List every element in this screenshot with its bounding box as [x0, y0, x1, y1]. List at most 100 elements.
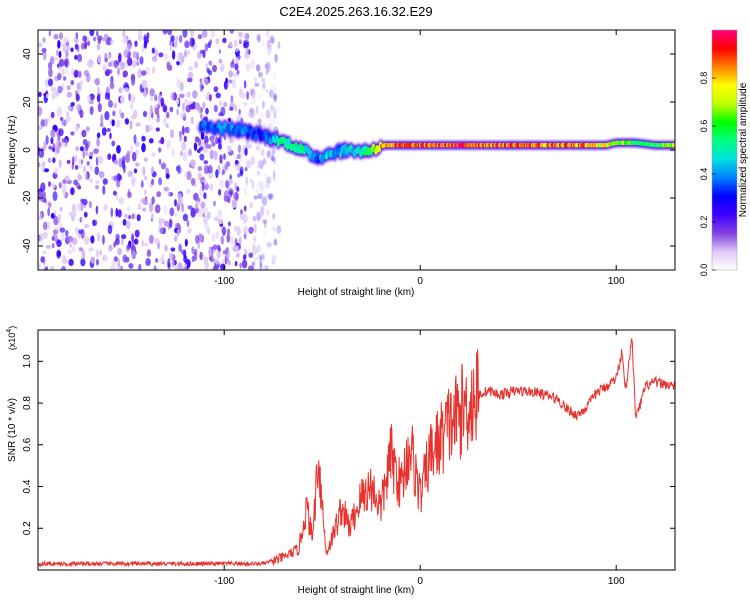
noise-speck — [151, 213, 155, 220]
noise-speck — [264, 63, 269, 70]
noise-speck — [42, 221, 48, 231]
noise-speck — [129, 120, 133, 130]
noise-speck — [145, 66, 150, 75]
noise-speck — [85, 172, 88, 181]
noise-speck — [152, 55, 158, 62]
noise-speck — [129, 103, 134, 110]
noise-speck — [250, 155, 255, 165]
noise-speck — [162, 30, 168, 35]
y-tick-label: 0.6 — [22, 437, 33, 451]
noise-speck — [58, 159, 62, 168]
noise-speck — [83, 165, 86, 173]
noise-speck — [158, 177, 163, 186]
noise-speck — [222, 37, 227, 43]
noise-speck — [71, 237, 78, 245]
noise-speck — [187, 205, 193, 210]
y-tick-label: 0.4 — [22, 479, 33, 493]
noise-speck — [168, 252, 174, 261]
noise-speck — [256, 105, 259, 115]
noise-speck — [151, 196, 155, 205]
noise-speck — [125, 154, 130, 163]
snr-xlabel: Height of straight line (km) — [298, 585, 415, 596]
noise-speck — [42, 191, 46, 199]
noise-speck — [268, 148, 272, 158]
noise-speck — [245, 176, 249, 186]
noise-speck — [227, 117, 232, 123]
noise-speck — [256, 243, 261, 253]
noise-speck — [67, 235, 74, 243]
noise-speck — [167, 190, 171, 197]
noise-speck — [48, 202, 52, 208]
noise-speck — [122, 70, 128, 78]
noise-speck — [256, 211, 261, 222]
noise-speck — [95, 179, 100, 185]
noise-speck — [273, 156, 276, 165]
noise-speck — [95, 205, 99, 215]
noise-speck — [183, 50, 188, 58]
noise-speck — [76, 82, 81, 90]
noise-speck — [72, 246, 76, 253]
noise-speck — [181, 202, 184, 213]
noise-speck — [272, 71, 276, 80]
noise-speck — [192, 38, 196, 46]
noise-speck — [243, 226, 248, 235]
noise-speck — [262, 160, 268, 165]
noise-speck — [59, 227, 66, 233]
x-tick-label: 0 — [417, 576, 423, 587]
noise-speck — [215, 169, 219, 179]
snr-scale-note: (x104) — [6, 326, 17, 350]
noise-speck — [248, 226, 254, 234]
noise-speck — [155, 258, 159, 263]
noise-speck — [208, 94, 212, 102]
noise-speck — [53, 33, 59, 40]
noise-speck — [218, 112, 224, 117]
noise-speck — [134, 40, 138, 47]
noise-speck — [148, 112, 151, 122]
noise-speck — [42, 37, 46, 43]
colorbar-tick-label: 0.8 — [699, 72, 709, 85]
noise-speck — [266, 39, 271, 50]
colorbar: 0.0 0.2 0.4 0.6 0.8 Normalized spectral ampl… — [699, 29, 749, 276]
noise-speck — [246, 91, 250, 101]
noise-speck — [170, 129, 174, 139]
noise-speck — [139, 56, 144, 65]
noise-speck — [184, 238, 188, 247]
noise-speck — [45, 135, 49, 145]
noise-speck — [229, 30, 234, 34]
noise-speck — [235, 245, 240, 253]
noise-speck — [54, 226, 59, 232]
noise-speck — [186, 219, 190, 227]
noise-speck — [137, 68, 143, 78]
noise-speck — [112, 190, 117, 196]
noise-speck — [160, 162, 167, 170]
noise-speck — [89, 151, 94, 156]
noise-speck — [190, 207, 196, 218]
noise-speck — [148, 234, 154, 244]
noise-speck — [73, 37, 79, 43]
noise-speck — [60, 116, 63, 121]
noise-speck — [61, 266, 66, 270]
noise-speck — [205, 142, 209, 149]
noise-speck — [75, 104, 81, 111]
colorbar-gradient — [712, 30, 737, 270]
noise-speck — [143, 242, 149, 247]
noise-speck — [52, 191, 58, 202]
noise-speck — [195, 197, 201, 203]
noise-speck — [126, 150, 131, 157]
noise-speck — [272, 213, 276, 220]
noise-speck — [79, 109, 84, 119]
noise-speck — [151, 166, 154, 174]
noise-speck — [86, 161, 90, 166]
noise-speck — [234, 261, 238, 267]
noise-speck — [154, 107, 160, 115]
noise-speck — [58, 32, 64, 40]
svg-text:(x104): (x104) — [6, 326, 17, 350]
noise-speck — [68, 104, 71, 111]
noise-speck — [141, 70, 147, 76]
noise-speck — [40, 182, 46, 192]
noise-speck — [143, 200, 149, 206]
noise-speck — [245, 139, 250, 150]
noise-speck — [96, 43, 101, 51]
noise-speck — [112, 110, 116, 117]
noise-speck — [83, 69, 89, 77]
